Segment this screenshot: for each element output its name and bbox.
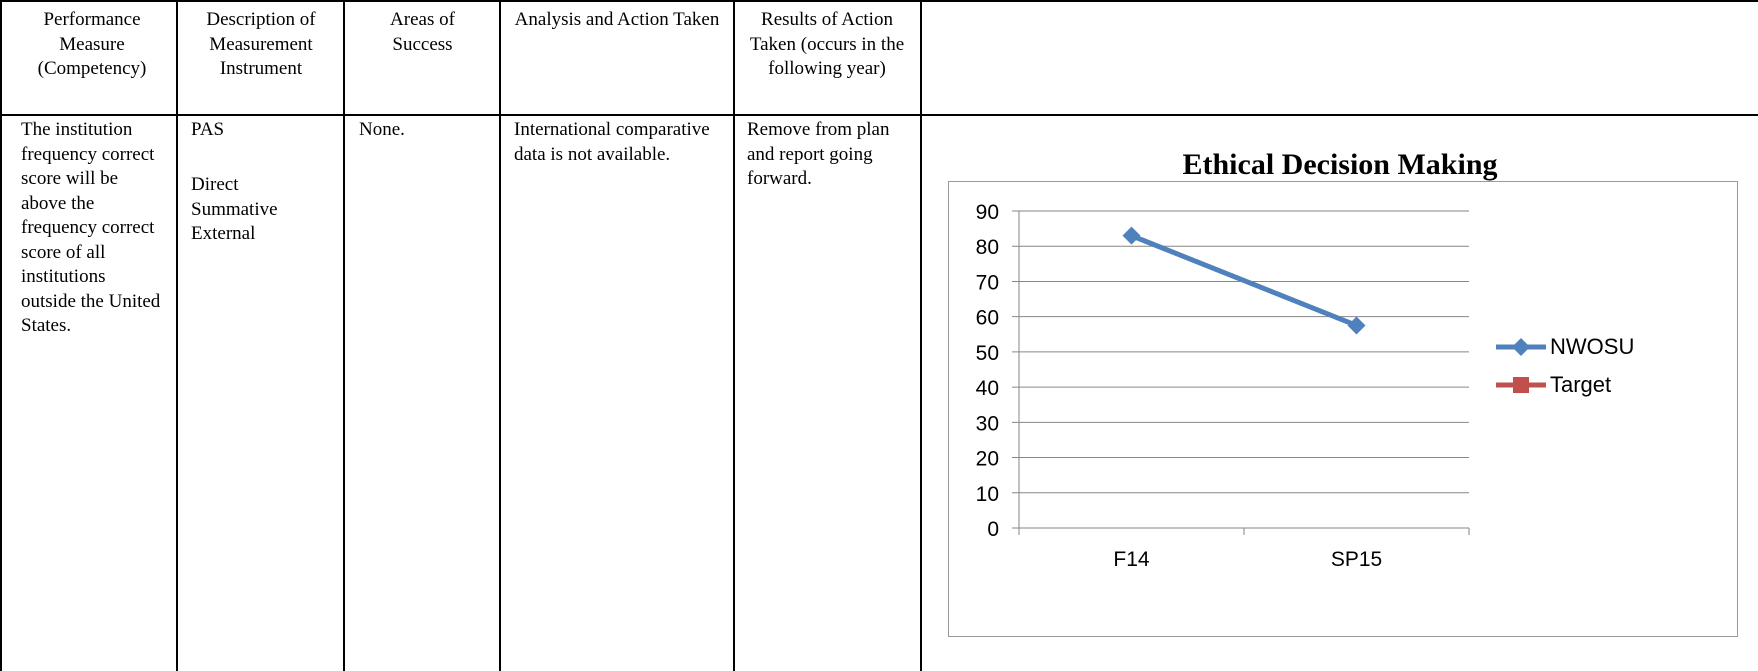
y-tick-label: 10 [976,483,999,506]
line-chart: 0 10 20 30 40 50 60 70 80 90 F14 SP15 [976,201,1470,571]
y-tick-label: 50 [976,342,999,365]
chart-title: Ethical Decision Making [1182,148,1498,181]
legend-swatch-target [1496,377,1546,393]
legend-item-nwosu: NWOSU [1494,334,1634,360]
column-divider [176,0,178,671]
instrument-name: PAS [191,119,225,140]
column-divider [0,0,2,671]
results-text: Remove from plan and report going forwar… [747,119,890,189]
legend-swatch-nwosu [1496,338,1546,356]
y-tick-label: 80 [976,236,999,259]
y-tick-label: 0 [987,518,999,541]
chart-area: 0 10 20 30 40 50 60 70 80 90 F14 SP15 NWOSU Target [948,181,1738,637]
header-areas-of-success: Areas of Success [390,9,455,55]
table-top-border [0,0,1758,2]
legend-label: NWOSU [1550,334,1635,359]
header-row-border [0,114,1758,116]
header-performance-measure: Performance Measure (Competency) [37,9,147,79]
column-divider [920,0,922,671]
x-tick-label: SP15 [1331,548,1382,571]
performance-measure-text: The institution frequency correct score … [21,119,161,336]
series-line-nwosu [1130,233,1358,328]
instrument-type: Direct Summative External [191,174,278,244]
analysis-text: International comparative data is not av… [514,119,710,165]
data-point-nwosu [1347,316,1366,335]
column-divider [733,0,735,671]
header-description-instrument: Description of Measurement Instrument [206,9,316,79]
y-tick-label: 30 [976,412,999,435]
y-tick-label: 90 [976,201,999,224]
column-divider [499,0,501,671]
y-tick-label: 60 [976,307,999,330]
y-tick-label: 20 [976,448,999,471]
legend-label: Target [1550,372,1612,397]
header-analysis-action: Analysis and Action Taken [514,9,720,30]
y-tick-label: 70 [976,271,999,294]
x-tick-label: F14 [1113,548,1150,571]
legend-item-target: Target [1494,372,1611,398]
header-results-action: Results of Action Taken (occurs in the f… [749,9,905,79]
data-point-nwosu [1122,226,1141,245]
areas-of-success-text: None. [359,119,405,140]
column-divider [343,0,345,671]
y-tick-label: 40 [976,377,999,400]
